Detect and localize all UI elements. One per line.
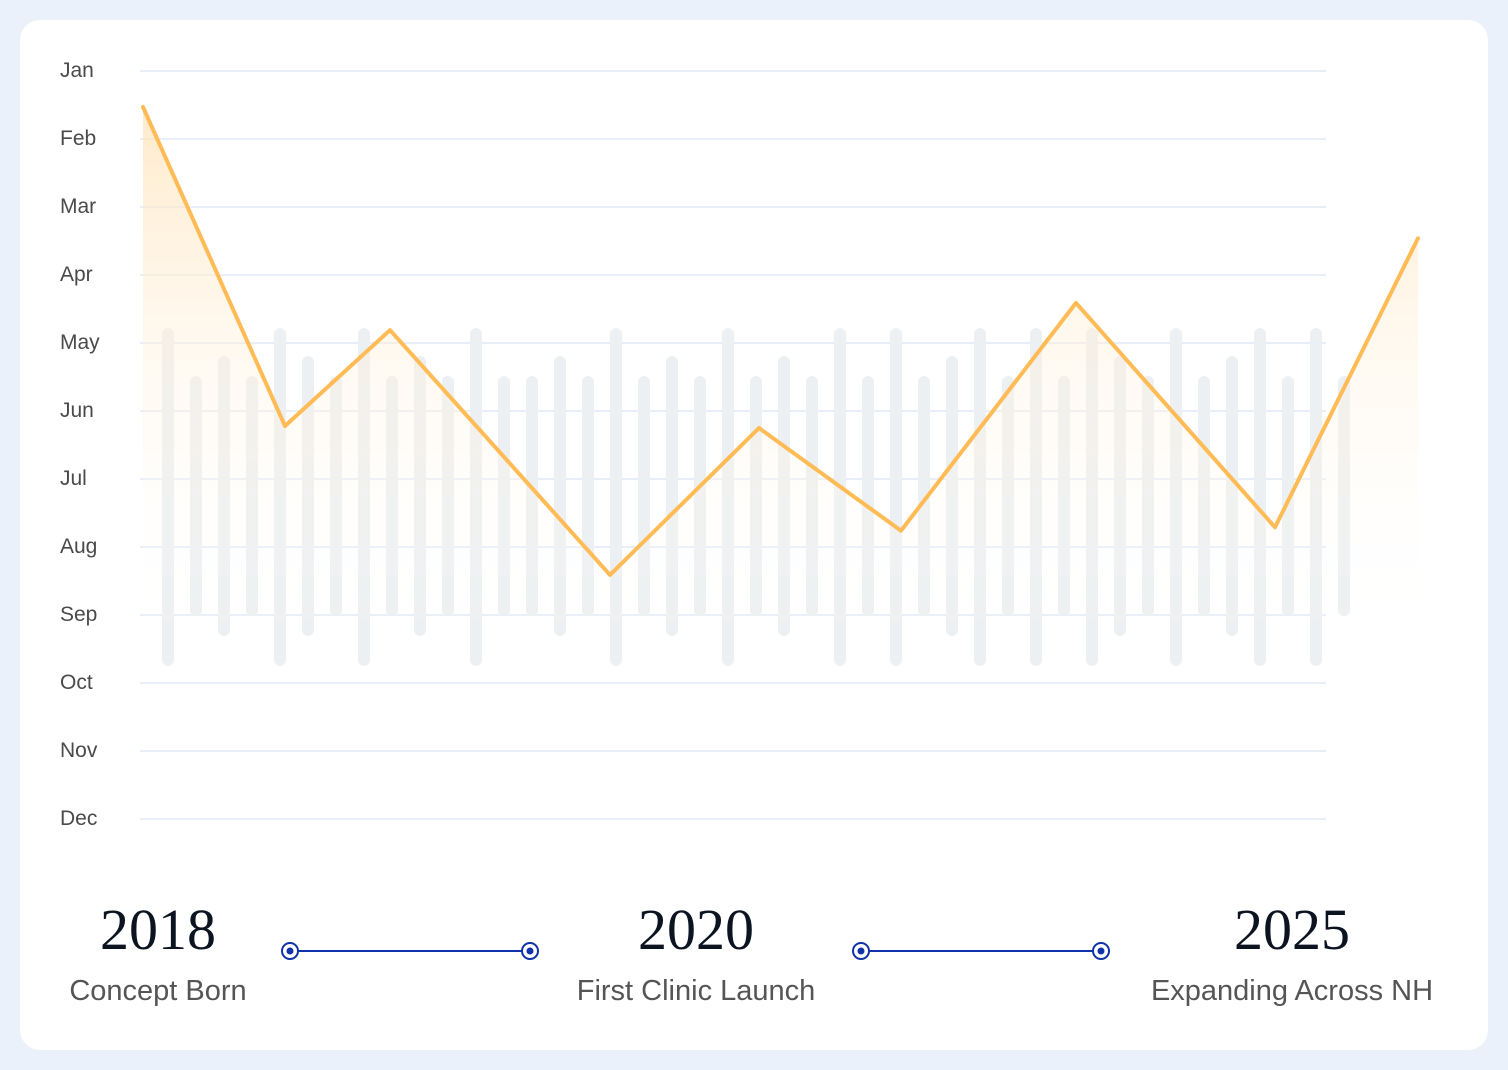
y-tick-label: Mar — [60, 195, 97, 218]
milestone-year: 2020 — [638, 897, 754, 962]
trend-line — [141, 105, 1420, 577]
y-tick-label: Jan — [60, 59, 94, 82]
milestone-caption: First Clinic Launch — [576, 975, 816, 1007]
y-tick-label: Apr — [60, 263, 93, 286]
milestone-2018: 2018 Concept Born — [58, 898, 258, 1008]
milestone-year: 2025 — [1234, 897, 1350, 962]
timeline-connector-2 — [852, 942, 1110, 960]
y-tick-label: Jun — [60, 399, 94, 422]
milestone-2025: 2025 Expanding Across NH — [1132, 898, 1452, 1008]
milestone-caption: Expanding Across NH — [1150, 975, 1434, 1007]
y-tick-label: Feb — [60, 127, 97, 150]
y-tick-label: Nov — [60, 739, 98, 762]
milestone-year: 2018 — [100, 897, 216, 962]
timeline-connector-1 — [281, 942, 539, 960]
y-tick-label: Sep — [60, 603, 98, 626]
area-fill — [143, 107, 1418, 640]
connector-node-dot — [1097, 947, 1105, 955]
y-tick-label: Dec — [60, 807, 98, 830]
connector-node-dot — [526, 947, 534, 955]
y-tick-label: May — [60, 331, 100, 354]
milestone-caption: Concept Born — [69, 975, 247, 1007]
connector-node-dot — [286, 947, 294, 955]
y-tick-label: Oct — [60, 671, 93, 694]
y-tick-label: Aug — [60, 535, 98, 558]
milestone-2020: 2020 First Clinic Launch — [556, 898, 836, 1008]
connector-node-dot — [857, 947, 865, 955]
y-tick-label: Jul — [60, 467, 87, 490]
